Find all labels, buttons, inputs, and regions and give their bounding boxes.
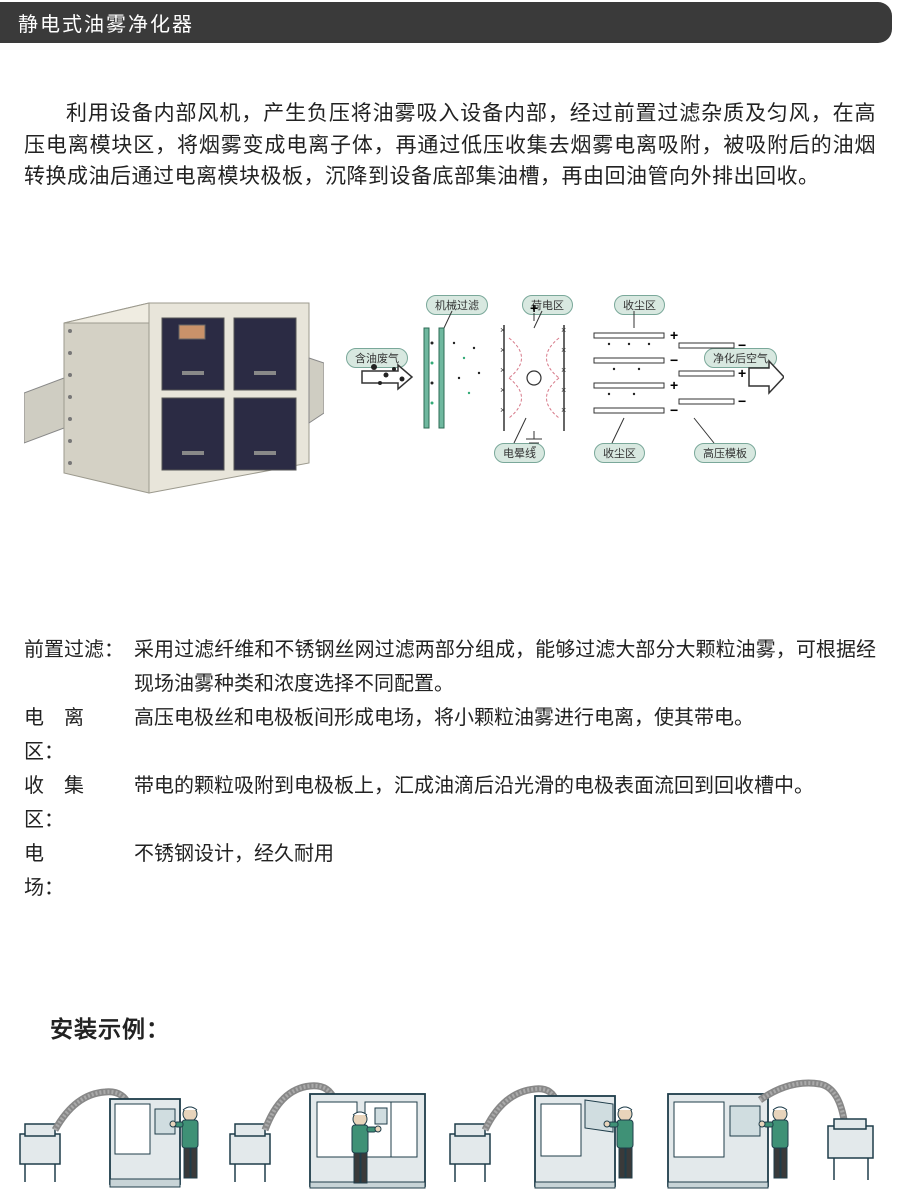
svg-text:+: + [530, 300, 538, 316]
svg-text:×: × [500, 385, 505, 395]
svg-text:×: × [500, 325, 505, 335]
install-item [15, 1064, 215, 1199]
svg-text:×: × [561, 345, 566, 355]
svg-text:−: − [738, 393, 746, 409]
schematic-diagram: 机械过滤 荷电区 收尘区 含油废气 净化后空气 电晕线 收尘区 高压模板 [354, 283, 876, 483]
section-desc: 高压电极丝和电极板间形成电场，将小颗粒油雾进行电离，使其带电。 [134, 701, 876, 769]
section-row: 电 离 区： 高压电极丝和电极板间形成电场，将小颗粒油雾进行电离，使其带电。 [24, 701, 876, 769]
svg-text:×: × [561, 385, 566, 395]
page-title: 静电式油雾净化器 [18, 14, 194, 36]
section-label: 电 离 区： [24, 701, 134, 769]
svg-text:+: + [738, 365, 746, 381]
install-svg-1 [15, 1064, 215, 1194]
section-label: 前置过滤： [24, 633, 134, 701]
diagram-row: 机械过滤 荷电区 收尘区 含油废气 净化后空气 电晕线 收尘区 高压模板 [0, 263, 900, 503]
section-list: 前置过滤： 采用过滤纤维和不锈钢丝网过滤两部分组成，能够过滤大部分大颗粒油雾，可… [0, 633, 900, 905]
install-title: 安装示例： [0, 1010, 900, 1044]
install-svg-4 [660, 1064, 885, 1194]
install-svg-3 [445, 1064, 650, 1194]
svg-text:×: × [561, 365, 566, 375]
section-label: 电 场： [24, 837, 134, 905]
svg-text:−: − [670, 402, 678, 418]
install-item [225, 1064, 435, 1199]
section-desc: 不锈钢设计，经久耐用 [134, 837, 876, 905]
svg-text:−: − [670, 352, 678, 368]
device-svg [24, 263, 324, 503]
svg-text:−: − [738, 337, 746, 353]
install-item [445, 1064, 650, 1199]
section-desc: 带电的颗粒吸附到电极板上，汇成油滴后沿光滑的电极表面流回到回收槽中。 [134, 769, 876, 837]
section-label: 收 集 区： [24, 769, 134, 837]
svg-text:×: × [500, 345, 505, 355]
install-svg-2 [225, 1064, 435, 1194]
install-item [660, 1064, 885, 1199]
device-3d-illustration [24, 263, 324, 503]
intro-paragraph: 利用设备内部风机，产生负压将油雾吸入设备内部，经过前置过滤杂质及匀风，在高压电离… [0, 43, 900, 193]
svg-text:+: + [670, 377, 678, 393]
page-header: 静电式油雾净化器 [0, 2, 892, 43]
svg-text:×: × [561, 325, 566, 335]
svg-text:×: × [500, 365, 505, 375]
install-examples [0, 1044, 900, 1199]
schematic-svg: × × × × × × × × × × + + − [354, 283, 784, 483]
svg-text:×: × [500, 405, 505, 415]
svg-text:×: × [561, 405, 566, 415]
svg-text:+: + [670, 327, 678, 343]
section-desc: 采用过滤纤维和不锈钢丝网过滤两部分组成，能够过滤大部分大颗粒油雾，可根据经现场油… [134, 633, 876, 701]
intro-text: 利用设备内部风机，产生负压将油雾吸入设备内部，经过前置过滤杂质及匀风，在高压电离… [24, 102, 876, 188]
section-row: 前置过滤： 采用过滤纤维和不锈钢丝网过滤两部分组成，能够过滤大部分大颗粒油雾，可… [24, 633, 876, 701]
section-row: 收 集 区： 带电的颗粒吸附到电极板上，汇成油滴后沿光滑的电极表面流回到回收槽中… [24, 769, 876, 837]
section-row: 电 场： 不锈钢设计，经久耐用 [24, 837, 876, 905]
